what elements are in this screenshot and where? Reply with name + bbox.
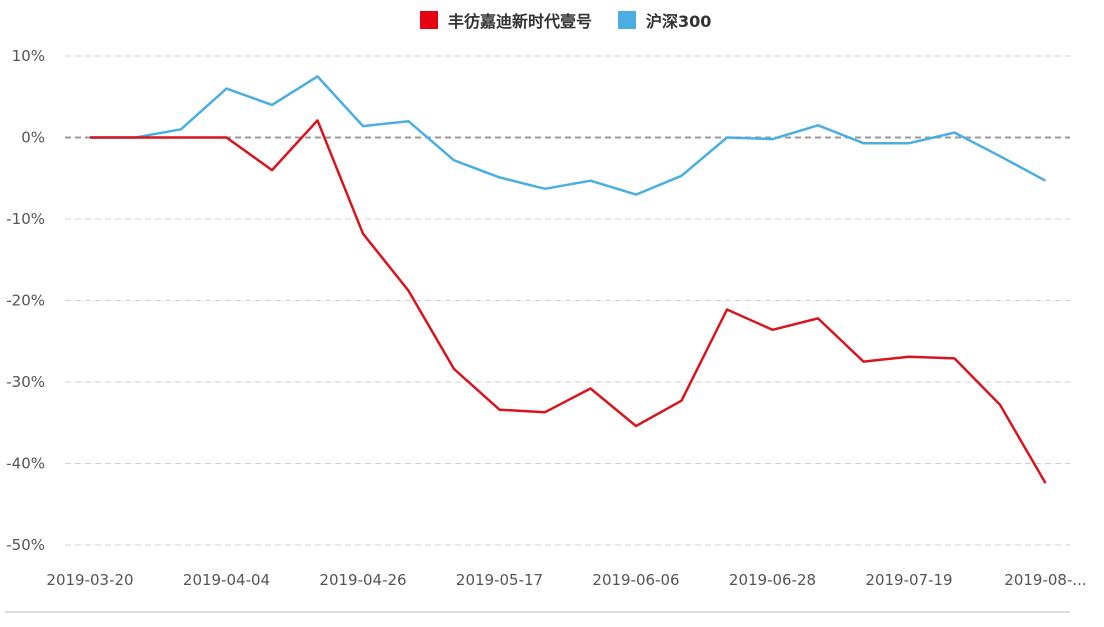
data-point-series-2[interactable] [953,131,957,135]
legend-label-series-2: 沪深300 [646,12,712,31]
data-point-series-1[interactable] [816,316,820,320]
data-point-series-1[interactable] [225,136,229,140]
data-point-series-1[interactable] [270,168,274,172]
data-point-series-2[interactable] [316,74,320,78]
data-point-series-2[interactable] [270,103,274,107]
data-point-series-2[interactable] [589,179,593,183]
legend: 丰彷嘉迪新时代壹号 沪深300 [420,8,711,32]
data-point-series-2[interactable] [907,141,911,145]
x-tick-label: 2019-04-04 [183,571,270,589]
data-point-series-1[interactable] [316,118,320,122]
data-point-series-1[interactable] [134,136,138,140]
data-point-series-1[interactable] [771,328,775,332]
y-tick-label: -40% [6,455,45,473]
data-point-series-2[interactable] [498,175,502,179]
data-point-series-2[interactable] [816,123,820,127]
legend-swatch-series-1 [420,11,438,29]
data-point-series-1[interactable] [543,410,547,414]
data-point-series-1[interactable] [998,403,1002,407]
data-point-series-2[interactable] [680,174,684,178]
x-tick-label: 2019-06-06 [592,571,679,589]
x-tick-label: 2019-06-28 [729,571,816,589]
x-tick-label: 2019-08-... [1004,571,1086,589]
data-point-series-2[interactable] [361,124,365,128]
data-point-series-2[interactable] [998,154,1002,158]
x-tick-label: 2019-04-26 [319,571,406,589]
x-tick-label: 2019-05-17 [456,571,543,589]
legend-item-series-1[interactable]: 丰彷嘉迪新时代壹号 [420,8,592,32]
data-point-series-1[interactable] [680,399,684,403]
y-tick-label: -10% [6,210,45,228]
y-tick-label: -50% [6,536,45,554]
data-point-series-1[interactable] [634,424,638,428]
data-point-series-2[interactable] [771,137,775,141]
data-point-series-2[interactable] [862,141,866,145]
data-point-series-1[interactable] [407,289,411,293]
legend-swatch-series-2 [618,11,637,29]
data-point-series-1[interactable] [953,356,957,360]
data-point-series-1[interactable] [725,307,729,311]
data-point-series-2[interactable] [452,158,456,162]
y-tick-label: 10% [12,47,45,65]
data-point-series-2[interactable] [407,119,411,123]
data-point-series-1[interactable] [498,408,502,412]
series-line-1 [90,119,1047,484]
data-point-series-1[interactable] [862,360,866,364]
data-point-series-2[interactable] [225,87,229,91]
data-point-series-1[interactable] [589,387,593,391]
y-tick-label: -30% [6,373,45,391]
data-point-series-1[interactable] [361,232,365,236]
series-line-2 [90,75,1047,196]
data-point-series-2[interactable] [634,193,638,197]
legend-item-series-2[interactable]: 沪深300 [618,8,711,32]
x-tick-label: 2019-07-19 [865,571,952,589]
y-tick-label: 0% [21,129,45,147]
data-point-series-2[interactable] [179,127,183,131]
legend-label-series-1: 丰彷嘉迪新时代壹号 [448,12,593,31]
data-point-series-1[interactable] [179,136,183,140]
data-point-series-1[interactable] [88,136,92,140]
y-tick-label: -20% [6,292,45,310]
data-point-series-2[interactable] [1044,179,1048,183]
data-point-series-1[interactable] [907,355,911,359]
data-point-series-2[interactable] [725,136,729,140]
x-tick-label: 2019-03-20 [46,571,133,589]
data-point-series-1[interactable] [452,367,456,371]
data-point-series-1[interactable] [1044,481,1048,485]
data-point-series-2[interactable] [543,187,547,191]
